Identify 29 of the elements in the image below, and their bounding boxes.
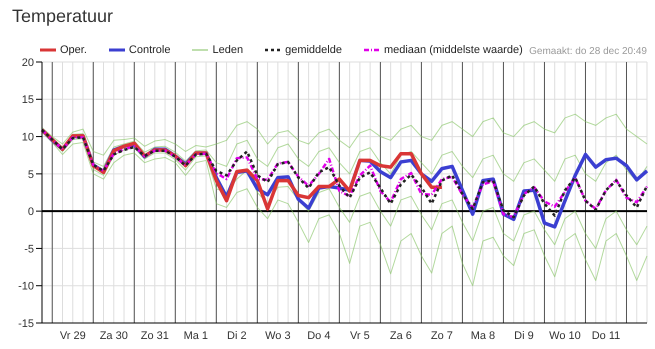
x-tick-label: Vr 5 [350,330,370,342]
x-tick-label: Zo 7 [430,330,453,342]
x-tick-label: Ma 8 [470,330,496,342]
x-tick-label: Vr 29 [60,330,86,342]
x-tick-label: Zo 31 [140,330,169,342]
x-tick-label: Ma 1 [184,330,208,342]
legend-label: Controle [128,44,170,56]
y-tick-label: -5 [24,243,34,256]
y-tick-label: -15 [18,318,34,330]
y-tick-label: 15 [22,94,34,106]
chart-title: Temperatuur [12,6,114,27]
legend-label: mediaan (middelste waarde) [384,44,523,56]
y-tick-label: 20 [22,56,34,69]
x-tick-label: Di 9 [514,330,534,342]
x-tick-label: Za 6 [390,330,412,342]
y-tick-label: -10 [18,280,34,293]
legend-label: Leden [212,44,244,56]
y-tick-label: 10 [22,131,34,144]
x-tick-label: Za 30 [100,330,128,342]
x-tick-label: Wo 10 [549,330,581,342]
x-tick-label: Wo 3 [265,330,291,342]
y-tick-label: 0 [28,206,34,218]
legend-label: Oper. [60,44,87,56]
legend-label: gemiddelde [285,44,342,56]
x-tick-label: Di 2 [227,330,247,342]
y-tick-label: 5 [28,168,34,181]
x-tick-label: Do 4 [307,330,330,342]
x-tick-label: Do 11 [592,330,620,342]
text: Gemaakt: do 28 dec 20:49 [529,46,647,57]
